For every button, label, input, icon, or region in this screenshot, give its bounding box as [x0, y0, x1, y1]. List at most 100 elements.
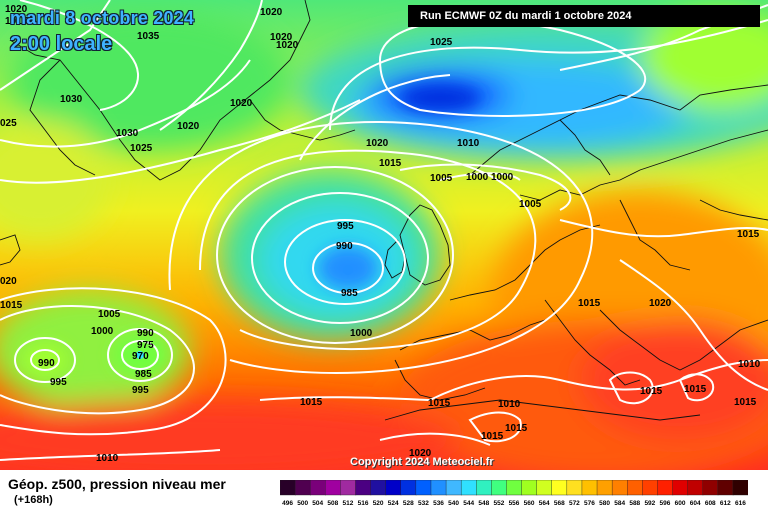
isobar-label: 1005	[98, 309, 121, 320]
geopotential-field	[0, 0, 768, 470]
legend-swatch	[596, 480, 613, 496]
legend-tick-label: 612	[720, 500, 731, 507]
legend-swatch	[430, 480, 447, 496]
isobar-label: 1000	[491, 172, 514, 183]
isobar-label: 1015	[578, 298, 601, 309]
forecast-time: 2:00 locale	[10, 33, 113, 55]
isobar-label: 1015	[684, 384, 707, 395]
legend-tick-label: 544	[463, 500, 474, 507]
legend-tick-label: 504	[312, 500, 323, 507]
legend-tick-label: 556	[509, 500, 520, 507]
legend-swatch	[717, 480, 734, 496]
isobar-label: 1015	[734, 397, 757, 408]
legend-swatch	[566, 480, 583, 496]
color-scale-legend: 496 500 504 508 512 516 520 524 528 532 536 540 544 5…	[280, 480, 748, 507]
legend-swatch	[627, 480, 644, 496]
isobar-label: 1015	[0, 300, 23, 311]
legend-tick-label: 588	[629, 500, 640, 507]
isobar-label: 1010	[457, 138, 480, 149]
isobar-label: 1020	[649, 298, 672, 309]
isobar-label: 975	[137, 340, 154, 351]
isobar-label: 1015	[428, 398, 451, 409]
legend-tick-label: 508	[327, 500, 338, 507]
isobar-label: 970	[132, 351, 149, 362]
legend-tick-label: 616	[735, 500, 746, 507]
legend-swatch	[536, 480, 553, 496]
low-center-marker	[136, 351, 144, 359]
isobar-label: 1025	[430, 37, 453, 48]
isobar-label: 1005	[519, 199, 542, 210]
isobar-label: 1020	[177, 121, 200, 132]
legend-tick-label: 536	[433, 500, 444, 507]
legend-swatch	[611, 480, 628, 496]
legend-swatch	[355, 480, 372, 496]
isobar-label: 995	[50, 377, 67, 388]
legend-tick-label: 580	[599, 500, 610, 507]
legend-tick-label: 604	[690, 500, 701, 507]
legend-tick-label: 512	[343, 500, 354, 507]
legend-swatch	[445, 480, 462, 496]
isobar-label: 1000	[91, 326, 114, 337]
legend-swatch	[280, 480, 296, 496]
legend-swatch	[476, 480, 493, 496]
isobar-label: 990	[137, 328, 154, 339]
legend-tick-label: 516	[358, 500, 369, 507]
isobar-label: 1020	[276, 40, 299, 51]
weather-map: 1020 1035 1020 1020 1025 1030 025 1020 1…	[0, 0, 768, 470]
legend-swatch	[415, 480, 432, 496]
isobar-label: 1015	[300, 397, 323, 408]
isobars	[0, 0, 768, 460]
isobar-label: 1030	[116, 128, 139, 139]
legend-swatch	[521, 480, 538, 496]
legend-swatch	[506, 480, 523, 496]
legend-swatch	[687, 480, 704, 496]
isobar-label: 1015	[379, 158, 402, 169]
isobar-label: 1015	[481, 431, 504, 442]
isobar-label: 1000	[350, 328, 373, 339]
isobar-label: 1000	[466, 172, 489, 183]
legend-tick-label: 568	[554, 500, 565, 507]
isobar-label: 1010	[96, 453, 119, 464]
legend-swatch	[400, 480, 417, 496]
low-centers	[136, 265, 353, 359]
footer-bar: Géop. z500, pression niveau mer (+168h) …	[0, 470, 768, 512]
legend-tick-label: 552	[493, 500, 504, 507]
isobar-label: 1020	[409, 448, 432, 459]
isobar-label: 990	[336, 241, 353, 252]
legend-tick-label: 608	[705, 500, 716, 507]
legend-tick-label: 548	[478, 500, 489, 507]
isobar-label: 985	[135, 369, 152, 380]
isobar-label: 1020	[260, 7, 283, 18]
lead-time: (+168h)	[14, 494, 53, 506]
legend-tick-label: 532	[418, 500, 429, 507]
copyright-notice: Copyright 2024 Meteociel.fr	[350, 456, 494, 468]
coastlines	[0, 0, 768, 421]
legend-swatch	[657, 480, 674, 496]
legend-swatch	[702, 480, 719, 496]
product-title: Géop. z500, pression niveau mer	[8, 476, 226, 492]
legend-swatch	[370, 480, 387, 496]
legend-swatch	[672, 480, 689, 496]
legend-tick-label: 584	[614, 500, 625, 507]
isobar-label: 1035	[137, 31, 160, 42]
isobar-label: 020	[0, 276, 17, 287]
isobar-label: 995	[337, 221, 354, 232]
legend-tick-label: 592	[644, 500, 655, 507]
isobar-label: 1020	[5, 4, 28, 15]
legend-swatch	[385, 480, 402, 496]
legend-swatch	[551, 480, 568, 496]
isobar-label: 1015	[737, 229, 760, 240]
legend-tick-label: 576	[584, 500, 595, 507]
legend-swatch	[581, 480, 598, 496]
legend-swatch	[460, 480, 477, 496]
legend-tick-label: 572	[569, 500, 580, 507]
isobar-label: 1015	[5, 16, 28, 27]
isobar-label: 1010	[738, 359, 761, 370]
isobar-label: 995	[132, 385, 149, 396]
isobar-label: 1030	[60, 94, 83, 105]
legend-swatch	[294, 480, 311, 496]
legend-swatch	[325, 480, 342, 496]
isobar-label: 985	[341, 288, 358, 299]
legend-tick-label: 520	[373, 500, 384, 507]
legend-tick-label: 540	[448, 500, 459, 507]
